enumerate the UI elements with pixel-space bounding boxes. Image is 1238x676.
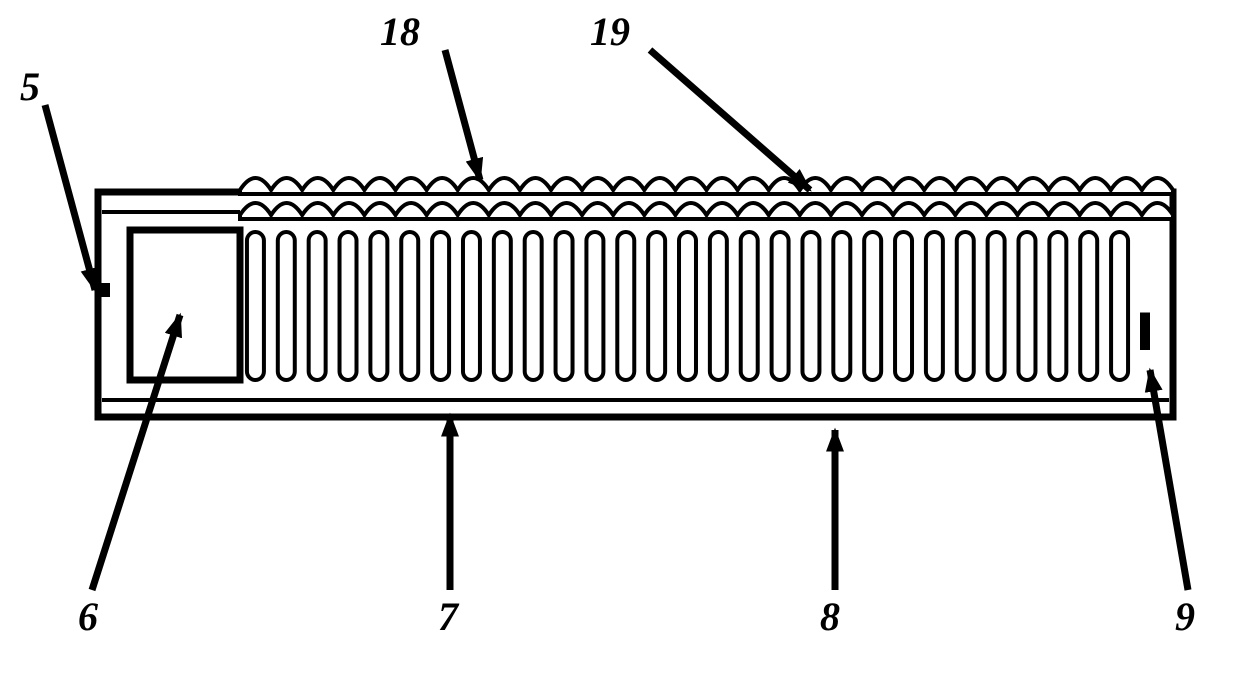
- arrow-a18: [445, 50, 480, 180]
- tube: [309, 232, 326, 380]
- tube: [556, 232, 573, 380]
- tube: [432, 232, 449, 380]
- tube: [895, 232, 912, 380]
- tube: [1018, 232, 1035, 380]
- label-l19: 19: [590, 9, 630, 54]
- tubes: [247, 232, 1128, 380]
- label-l6: 6: [78, 594, 98, 639]
- tube: [278, 232, 295, 380]
- label-l5: 5: [20, 64, 40, 109]
- tube: [710, 232, 727, 380]
- tube: [1111, 232, 1128, 380]
- tube: [463, 232, 480, 380]
- tube: [586, 232, 603, 380]
- tube: [679, 232, 696, 380]
- tube: [957, 232, 974, 380]
- tube: [988, 232, 1005, 380]
- tube: [340, 232, 357, 380]
- tube: [926, 232, 943, 380]
- tube: [401, 232, 418, 380]
- label-l9: 9: [1175, 594, 1195, 639]
- tube: [648, 232, 665, 380]
- right-slit: [1140, 313, 1150, 351]
- left-notch: [98, 283, 110, 297]
- label-l8: 8: [820, 594, 840, 639]
- tube: [741, 232, 758, 380]
- tube: [802, 232, 819, 380]
- tube: [1049, 232, 1066, 380]
- label-l18: 18: [380, 9, 420, 54]
- label-l7: 7: [438, 594, 460, 639]
- tube: [494, 232, 511, 380]
- tube: [617, 232, 634, 380]
- tube: [525, 232, 542, 380]
- tube: [370, 232, 387, 380]
- tube: [833, 232, 850, 380]
- scallop-row-upper: [240, 178, 1173, 194]
- tube: [772, 232, 789, 380]
- tube: [1080, 232, 1097, 380]
- device: [98, 178, 1173, 417]
- arrow-a19: [650, 50, 810, 190]
- diagram-canvas: 5 6 7 8 9 18 19: [0, 0, 1238, 676]
- tube: [864, 232, 881, 380]
- tube: [247, 232, 264, 380]
- arrow-a5: [45, 105, 95, 290]
